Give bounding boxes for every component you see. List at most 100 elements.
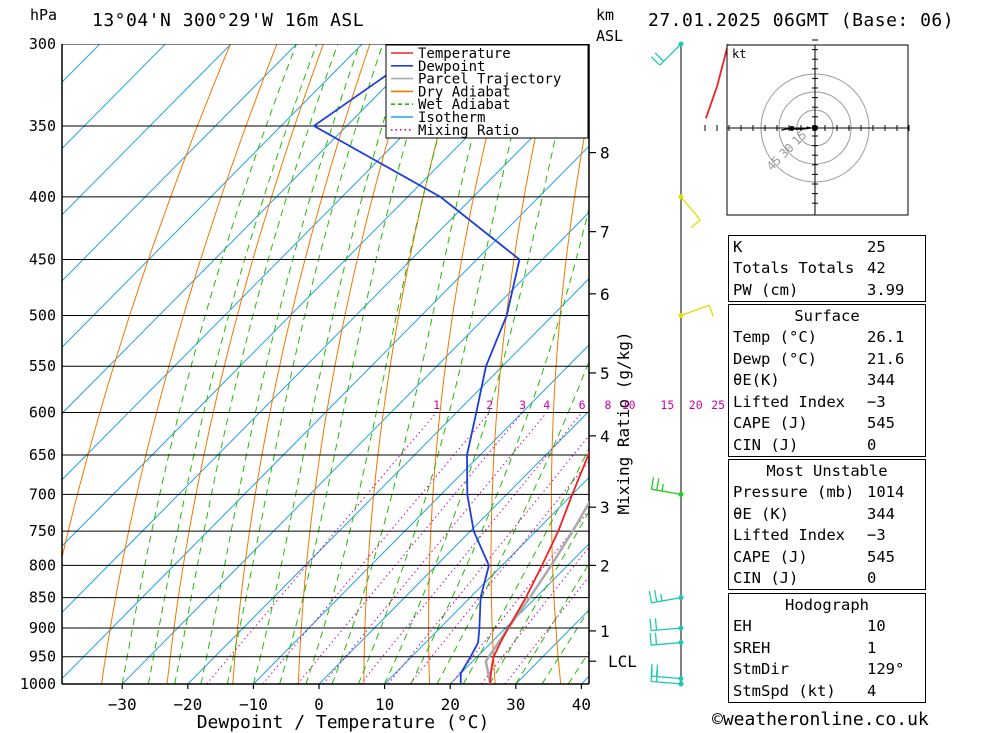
upper-temperature-profile	[705, 43, 730, 119]
index-value: −3	[867, 392, 886, 411]
isotherm-line	[449, 543, 589, 684]
height-unit-km-label: km	[596, 6, 614, 24]
pressure-tick-label: 850	[29, 589, 56, 607]
run-time-title: 27.01.2025 06GMT (Base: 06)	[648, 10, 955, 31]
background-grid	[62, 44, 1000, 684]
index-row: EH 10	[729, 616, 926, 638]
x-tick-label: 20	[441, 695, 460, 714]
index-label: θE(K)	[733, 371, 780, 390]
wet-adiabat-line	[541, 608, 589, 684]
wet-adiabat-line	[121, 44, 297, 684]
wind-barb	[650, 41, 684, 66]
isotherm-line	[62, 44, 560, 547]
index-row: CIN (J) 0	[729, 434, 926, 456]
hodograph-storm-marker	[789, 125, 795, 131]
profiles	[312, 44, 589, 684]
isotherm-line	[318, 410, 589, 684]
index-value: 3.99	[867, 280, 905, 299]
mixing-ratio-label: 4	[543, 398, 550, 412]
wind-barb-feather	[649, 618, 652, 631]
dry-adiabat-line	[101, 44, 278, 684]
index-row: Dewp (°C) 21.6	[729, 348, 926, 370]
isotherm-line	[62, 44, 363, 348]
pressure-tick-label: 800	[29, 556, 56, 574]
legend-label: Dry Adiabat	[418, 84, 511, 100]
index-value: 344	[867, 504, 895, 523]
wind-barb-staff	[651, 488, 682, 496]
mixing-ratio-label: 3	[519, 398, 526, 412]
mixing-ratio-label: 1	[433, 398, 440, 412]
index-label: K	[733, 237, 743, 256]
x-tick-label: 30	[506, 695, 525, 714]
x-tick-label: −20	[173, 695, 202, 714]
wind-barb-staff	[680, 304, 710, 317]
dry-adiabat-line	[490, 44, 557, 684]
index-row: Lifted Index −3	[729, 391, 926, 413]
legend-label: Dewpoint	[418, 59, 485, 75]
mixing-ratio-label: 25	[711, 398, 725, 412]
index-label: CAPE (J)	[733, 547, 808, 566]
dry-adiabat-line	[926, 44, 1000, 684]
legend-box	[385, 44, 589, 139]
dry-adiabat-line	[550, 108, 589, 684]
wind-barb-staff	[651, 627, 682, 632]
pressure-tick-label: 650	[29, 446, 56, 464]
wind-barb	[648, 589, 684, 604]
isotherm-line	[62, 44, 494, 481]
index-row: CIN (J) 0	[729, 568, 926, 590]
km-tick-label: 5	[600, 364, 610, 383]
mixing-ratio-line	[504, 575, 589, 684]
temperature-line	[489, 450, 589, 684]
index-value: 344	[867, 371, 895, 390]
pressure-tick-label: 350	[29, 117, 56, 135]
mixing-ratio-axis-title: Mixing Ratio (g/kg)	[614, 331, 633, 514]
legend-label: Mixing Ratio	[418, 123, 519, 139]
pressure-tick-label: 600	[29, 403, 56, 421]
mixing-ratio-label: 15	[660, 398, 674, 412]
wet-adiabat-line	[489, 510, 589, 684]
section-title: Hodograph	[785, 595, 869, 614]
index-label: Dewp (°C)	[733, 349, 817, 368]
hodograph-origin-marker	[812, 125, 818, 131]
hodograph-indices-table: Hodograph EH 10 SREH 1 StmDir 129° StmSpd (…	[728, 593, 926, 703]
wind-barb-feather	[654, 589, 658, 602]
wind-profile	[648, 41, 714, 687]
dry-adiabat-line	[166, 44, 324, 684]
credit-text: ©weatheronline.co.uk	[712, 709, 929, 730]
section-title: Most Unstable	[766, 461, 888, 480]
index-row: SREH 1	[729, 637, 926, 659]
legend-label: Parcel Trajectory	[418, 72, 561, 88]
wet-adiabat-line	[174, 44, 339, 684]
index-label: StmSpd (kt)	[733, 681, 836, 700]
index-label: Lifted Index	[733, 392, 845, 411]
x-tick-label: −10	[239, 695, 268, 714]
index-value: 129°	[867, 660, 905, 679]
wind-barb-feather	[654, 52, 665, 62]
x-tick-label: 0	[314, 695, 324, 714]
x-tick-label: 10	[375, 695, 394, 714]
km-tick-label: 4	[600, 427, 610, 446]
isotherm-line	[253, 344, 589, 684]
pressure-tick-label: 700	[29, 485, 56, 503]
wind-barb	[678, 304, 714, 319]
wind-barb	[649, 632, 684, 646]
mixing-ratio-label: 10	[622, 398, 636, 412]
index-row: Totals Totals 42	[729, 258, 926, 280]
pressure-unit-label: hPa	[30, 6, 57, 24]
isotherm-line	[62, 44, 429, 415]
most-unstable-table: Most Unstable Pressure (mb) 1014 θE (K) 34…	[728, 459, 926, 590]
index-label: Lifted Index	[733, 526, 845, 545]
hodograph-box	[726, 44, 909, 216]
index-value: 10	[867, 617, 886, 636]
pressure-tick-label: 750	[29, 522, 56, 540]
wind-barb-feather	[650, 56, 661, 66]
km-tick-label: 1	[600, 622, 610, 641]
index-value: 1	[867, 638, 877, 657]
index-row: CAPE (J) 545	[729, 413, 926, 435]
mixing-ratio-label: 6	[579, 398, 586, 412]
isotherm-line	[62, 145, 589, 680]
wet-adiabat-line	[357, 44, 535, 684]
dry-adiabat-line	[428, 44, 510, 684]
